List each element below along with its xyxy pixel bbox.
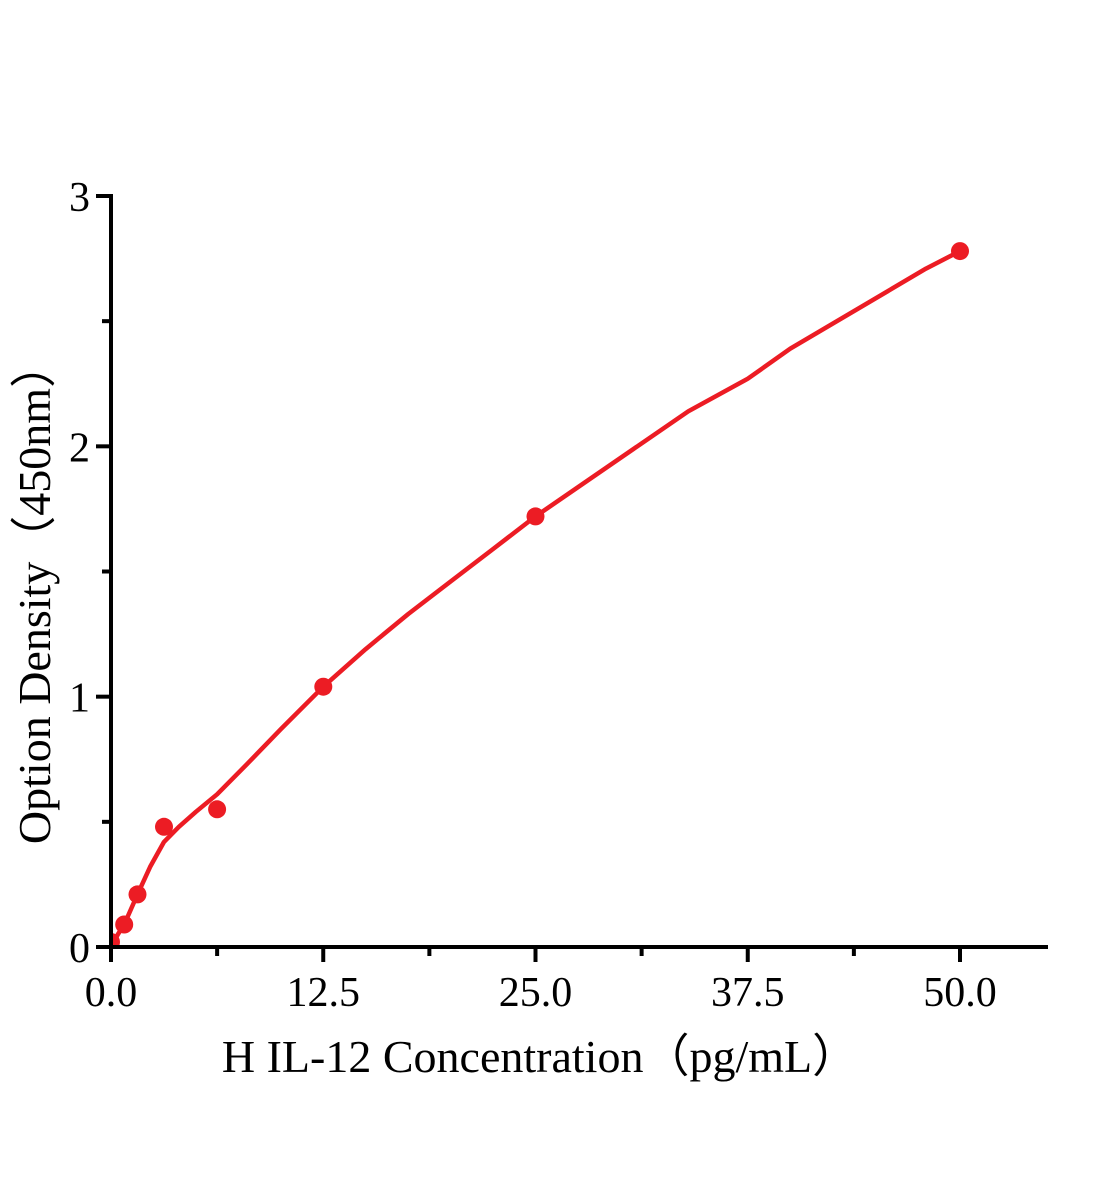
- data-point-marker: [111, 933, 120, 947]
- data-point-marker: [526, 507, 545, 526]
- y-axis-title: Option Density（450nm）: [9, 342, 60, 844]
- x-tick-label: 37.5: [711, 970, 785, 1016]
- y-tick-label: 2: [69, 425, 90, 471]
- data-point-marker: [314, 677, 333, 696]
- data-point-marker: [208, 800, 227, 819]
- x-axis-title: H IL-12 Concentration（pg/mL）: [222, 1031, 858, 1082]
- y-tick-label: 3: [69, 175, 90, 221]
- fitted-curve-path: [111, 248, 963, 947]
- data-point-marker: [128, 885, 147, 904]
- y-tick-label: 0: [69, 926, 90, 972]
- tick-labels-layer: 0.0 12.5 25.0 37.5 50.0 0 1 2 3: [69, 175, 997, 1016]
- data-point-marker: [115, 915, 134, 934]
- data-points-layer: [111, 242, 969, 947]
- x-tick-label: 12.5: [287, 970, 361, 1016]
- x-tick-label: 50.0: [923, 970, 997, 1016]
- data-point-marker: [155, 817, 173, 836]
- x-tick-label: 25.0: [499, 970, 573, 1016]
- data-point-marker: [951, 242, 969, 261]
- fitted-curve-layer: [111, 248, 963, 947]
- y-tick-label: 1: [69, 676, 90, 722]
- x-tick-label: 0.0: [85, 970, 138, 1016]
- ticks-layer: [96, 194, 962, 962]
- axes-layer: [109, 194, 1048, 949]
